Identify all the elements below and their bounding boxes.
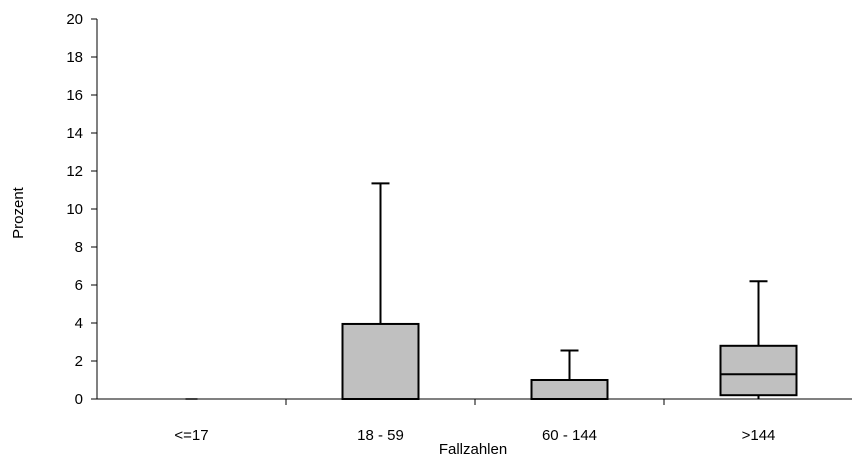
y-tick-label: 0 — [75, 391, 83, 408]
box-2 — [341, 182, 420, 401]
y-tick-label: 4 — [75, 315, 83, 332]
y-tick-label: 2 — [75, 353, 83, 370]
x-axis-title: Fallzahlen — [439, 441, 507, 457]
y-tick-label: 16 — [66, 87, 83, 104]
x-tick-label: 60 - 144 — [542, 427, 597, 444]
box-body — [719, 344, 798, 397]
y-axis-title: Prozent — [10, 186, 27, 239]
y-tick-label: 6 — [75, 277, 83, 294]
box-body — [530, 379, 609, 400]
y-tick-label: 20 — [66, 11, 83, 28]
y-axis-ticks: 0 2 4 6 8 10 12 14 16 18 20 — [66, 11, 97, 408]
y-tick-label: 14 — [66, 125, 83, 142]
x-tick-label: <=17 — [174, 427, 208, 444]
y-tick-label: 10 — [66, 201, 83, 218]
y-tick-label: 18 — [66, 49, 83, 66]
x-axis-ticks: <=17 18 - 59 60 - 144 >144 — [174, 399, 775, 444]
x-tick-label: 18 - 59 — [357, 427, 404, 444]
box-body — [341, 322, 420, 401]
y-tick-label: 8 — [75, 239, 83, 256]
y-tick-label: 12 — [66, 163, 83, 180]
box-4 — [719, 280, 798, 399]
boxes — [185, 182, 798, 401]
x-tick-label: >144 — [742, 427, 776, 444]
box-3 — [530, 349, 609, 400]
